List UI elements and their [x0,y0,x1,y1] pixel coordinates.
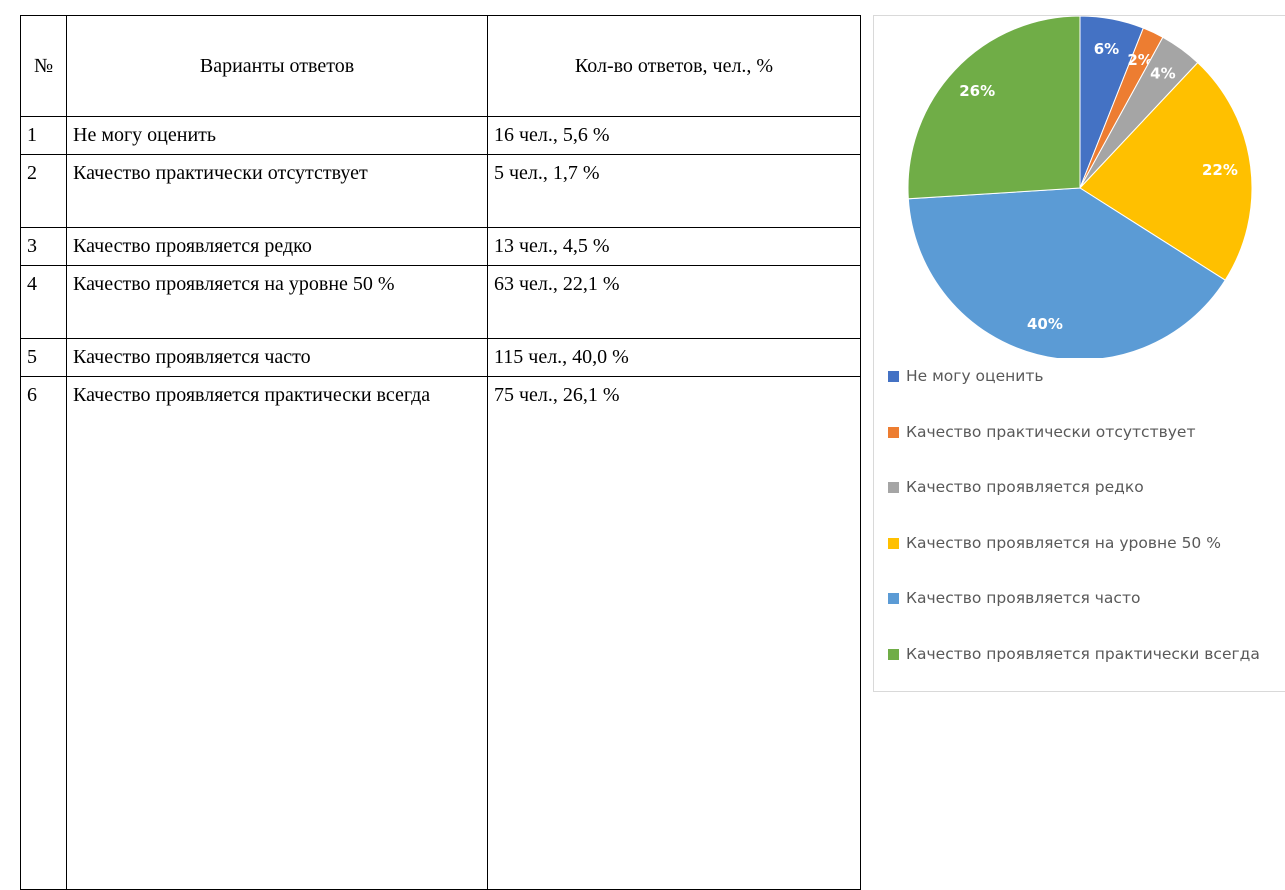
table-cell: 5 чел., 1,7 % [487,154,861,229]
legend-label: Качество проявляется практически всегда [906,644,1260,663]
table-cell: Не могу оценить [66,116,488,156]
table-cell: 5 [20,338,67,378]
legend-label: Не могу оценить [906,367,1044,385]
table-cell: Качество проявляется часто [66,338,488,378]
slice-label: 22% [1202,161,1238,179]
pie-slice [907,187,1226,358]
slice-label: 6% [1094,40,1119,58]
legend-swatch [888,426,899,438]
header-row: № Варианты ответов Кол-во ответов, чел.,… [20,14,861,118]
legend-item: Качество проявляется практически всегда [888,642,1278,692]
slice-label: 4% [1150,64,1175,82]
table-cell: 115 чел., 40,0 % [487,338,861,378]
pie-slice [907,16,1081,200]
data-table: № Варианты ответов Кол-во ответов, чел.,… [20,14,861,890]
table-row: 6 Качество проявляется практически всегда… [20,376,861,890]
table-cell: 75 чел., 26,1 % [487,376,861,890]
table-cell: 63 чел., 22,1 % [487,265,861,340]
pie-plot: 6% 2%4% 22% 40% 26% [907,16,1253,358]
table-cell: Качество проявляется практически всегда [66,376,488,890]
legend-label: Качество проявляется часто [906,589,1141,607]
legend-swatch [888,537,899,549]
legend-item: Качество проявляется часто [888,586,1278,642]
table-cell: Качество практически отсутствует [66,154,488,229]
legend-item: Качество проявляется на уровне 50 % [888,531,1278,587]
table-row: 1 Не могу оценить 16 чел., 5,6 % [20,116,861,156]
table-cell: 6 [20,376,67,890]
table-cell: 1 [20,116,67,156]
table-row: 3 Качество проявляется редко 13 чел., 4,5 … [20,227,861,267]
slice-label: 2% [1127,51,1152,69]
legend-item: Не могу оценить [888,364,1278,420]
table-cell: 16 чел., 5,6 % [487,116,861,156]
legend-item: Качество проявляется редко [888,475,1278,531]
pie-slice [1079,61,1253,281]
slice-label: 26% [959,82,995,100]
table-cell: Качество проявляется редко [66,227,488,267]
table-row: 5 Качество проявляется часто 115 чел., 40,… [20,338,861,378]
legend-label: Качество проявляется редко [906,478,1144,496]
legend-label: Качество проявляется на уровне 50 % [906,533,1221,552]
header-cell: № [20,14,67,118]
table-cell: 2 [20,154,67,229]
legend-swatch [888,482,899,493]
legend: Не могу оценить Качество практически отсу… [888,364,1278,692]
header-cell: Варианты ответов [66,14,488,118]
header-cell: Кол-во ответов, чел., % [487,14,861,118]
legend-swatch [888,371,899,382]
table-row: 2 Качество практически отсутствует 5 чел.,… [20,154,861,229]
table-cell: 3 [20,227,67,267]
table-cell: 4 [20,265,67,340]
legend-label: Качество практически отсутствует [906,422,1196,441]
legend-swatch [888,593,899,604]
table-row: 4 Качество проявляется на уровне 50 % 63 ч… [20,265,861,340]
table-cell: 13 чел., 4,5 % [487,227,861,267]
legend-swatch [888,648,899,660]
table-cell: Качество проявляется на уровне 50 % [66,265,488,340]
legend-item: Качество практически отсутствует [888,420,1278,476]
slice-label: 40% [1027,315,1063,333]
chart: 6% 2% 4% 22% 40% 26% Не могу оценить Качество … [873,15,1285,692]
